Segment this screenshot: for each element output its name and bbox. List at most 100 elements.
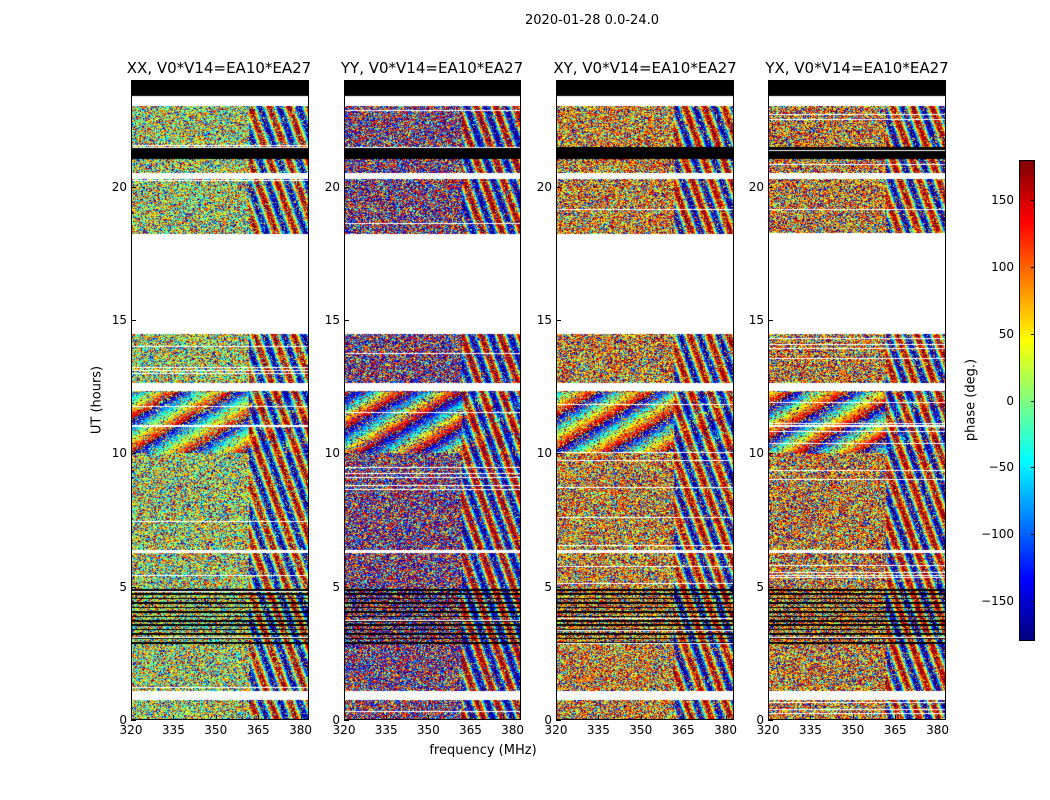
y-tick-mark-1-1 <box>344 586 349 588</box>
colorbar-label: phase (deg.) <box>963 358 979 442</box>
y-tick-label-2-1: 5 <box>544 579 552 594</box>
x-tick-label-1-4: 380 <box>501 723 525 737</box>
panel-title-xx: XX, V0*V14=EA10*EA27 <box>126 59 312 77</box>
x-tick-label-3-1: 335 <box>798 723 822 737</box>
phase-heatmap-1 <box>345 81 520 719</box>
x-tick-mark-2-4 <box>725 715 727 720</box>
panel-title-yy: YY, V0*V14=EA10*EA27 <box>340 59 524 77</box>
colorbar-tick-mark-5 <box>1031 266 1035 268</box>
x-tick-mark-1-3 <box>470 715 472 720</box>
x-tick-mark-3-0 <box>768 715 769 720</box>
y-tick-label-0-4: 20 <box>111 179 127 194</box>
x-tick-label-0-1: 335 <box>161 723 185 737</box>
x-tick-mark-0-2 <box>215 715 217 720</box>
y-tick-label-0-1: 5 <box>119 579 127 594</box>
x-tick-mark-2-3 <box>683 715 685 720</box>
y-tick-mark-2-1 <box>556 586 561 588</box>
colorbar-tick-label-3: 0 <box>1006 393 1014 408</box>
y-tick-mark-1-3 <box>344 320 349 321</box>
colorbar-tick-mark-0 <box>1031 600 1035 602</box>
y-tick-label-0-3: 15 <box>111 313 127 327</box>
y-tick-mark-3-2 <box>768 453 773 455</box>
panel-xx <box>131 80 309 720</box>
colorbar-tick-label-5: 100 <box>991 259 1014 274</box>
y-tick-label-2-0: 0 <box>544 713 552 727</box>
y-tick-label-3-1: 5 <box>756 579 764 594</box>
colorbar-tick-mark-2 <box>1031 467 1035 469</box>
x-tick-label-2-2: 350 <box>629 723 653 737</box>
x-tick-mark-3-2 <box>852 715 854 720</box>
x-tick-mark-2-1 <box>598 715 600 720</box>
y-tick-mark-3-3 <box>768 320 773 321</box>
x-tick-mark-0-4 <box>300 715 302 720</box>
colorbar-tick-label-0: −150 <box>981 593 1014 608</box>
y-tick-mark-0-3 <box>131 320 136 321</box>
panel-yy <box>344 80 521 720</box>
y-tick-mark-2-2 <box>556 453 561 455</box>
x-tick-mark-2-0 <box>556 715 557 720</box>
x-tick-mark-0-0 <box>131 715 132 720</box>
x-tick-label-3-4: 380 <box>926 723 949 737</box>
x-tick-mark-1-0 <box>344 715 345 720</box>
y-tick-label-3-3: 15 <box>748 313 764 327</box>
y-tick-mark-1-0 <box>344 720 349 721</box>
x-tick-label-2-4: 380 <box>714 723 737 737</box>
y-tick-label-2-3: 15 <box>536 313 552 327</box>
colorbar-tick-label-4: 50 <box>998 326 1014 341</box>
x-tick-mark-1-4 <box>512 715 514 720</box>
y-tick-label-0-0: 0 <box>119 713 127 727</box>
panel-title-xy: XY, V0*V14=EA10*EA27 <box>553 59 737 77</box>
y-tick-mark-0-1 <box>131 586 136 588</box>
y-tick-mark-3-4 <box>768 186 773 188</box>
colorbar-gradient <box>1020 161 1034 640</box>
x-tick-mark-3-1 <box>810 715 812 720</box>
colorbar-tick-label-2: −50 <box>988 460 1014 475</box>
y-tick-label-3-2: 10 <box>748 446 764 461</box>
y-tick-mark-3-1 <box>768 586 773 588</box>
y-tick-label-1-4: 20 <box>324 179 340 194</box>
y-tick-label-3-0: 0 <box>756 713 764 727</box>
x-tick-label-1-0: 320 <box>332 723 356 737</box>
y-tick-mark-0-2 <box>131 453 136 455</box>
colorbar-tick-label-6: 150 <box>991 193 1014 208</box>
x-tick-mark-3-4 <box>937 715 939 720</box>
y-tick-mark-0-0 <box>131 720 136 721</box>
x-tick-mark-1-2 <box>428 715 430 720</box>
x-tick-label-0-4: 380 <box>289 723 312 737</box>
y-tick-label-1-1: 5 <box>332 579 340 594</box>
y-tick-mark-0-4 <box>131 186 136 188</box>
x-tick-mark-0-3 <box>258 715 260 720</box>
colorbar-tick-mark-4 <box>1031 333 1035 335</box>
figure-title: 2020-01-28 0.0-24.0 <box>525 13 659 28</box>
x-tick-label-0-2: 350 <box>204 723 228 737</box>
y-tick-mark-2-4 <box>556 186 561 188</box>
colorbar-tick-mark-1 <box>1031 534 1035 536</box>
colorbar-tick-label-1: −100 <box>981 527 1014 542</box>
phase-heatmap-3 <box>769 81 945 719</box>
x-tick-label-0-0: 320 <box>119 723 143 737</box>
y-tick-mark-2-3 <box>556 320 561 321</box>
y-tick-label-2-4: 20 <box>536 179 552 194</box>
y-tick-mark-1-2 <box>344 453 349 455</box>
y-axis-label: UT (hours) <box>89 365 105 435</box>
x-tick-label-3-2: 350 <box>841 723 865 737</box>
x-tick-mark-0-1 <box>173 715 175 720</box>
y-tick-label-1-0: 0 <box>332 713 340 727</box>
x-tick-mark-2-2 <box>640 715 642 720</box>
y-tick-label-1-2: 10 <box>324 446 340 461</box>
y-tick-mark-1-4 <box>344 186 349 188</box>
x-tick-label-2-1: 335 <box>586 723 610 737</box>
x-tick-label-3-3: 365 <box>883 723 907 737</box>
colorbar-tick-mark-6 <box>1031 200 1035 202</box>
y-tick-label-1-3: 15 <box>324 313 340 327</box>
y-tick-mark-2-0 <box>556 720 561 721</box>
x-tick-mark-1-1 <box>386 715 388 720</box>
x-tick-label-1-1: 335 <box>374 723 398 737</box>
x-tick-label-1-2: 350 <box>416 723 440 737</box>
x-tick-label-3-0: 320 <box>756 723 780 737</box>
x-tick-label-0-3: 365 <box>246 723 270 737</box>
x-tick-label-1-3: 365 <box>458 723 482 737</box>
x-tick-mark-3-3 <box>895 715 897 720</box>
panel-yx <box>768 80 946 720</box>
